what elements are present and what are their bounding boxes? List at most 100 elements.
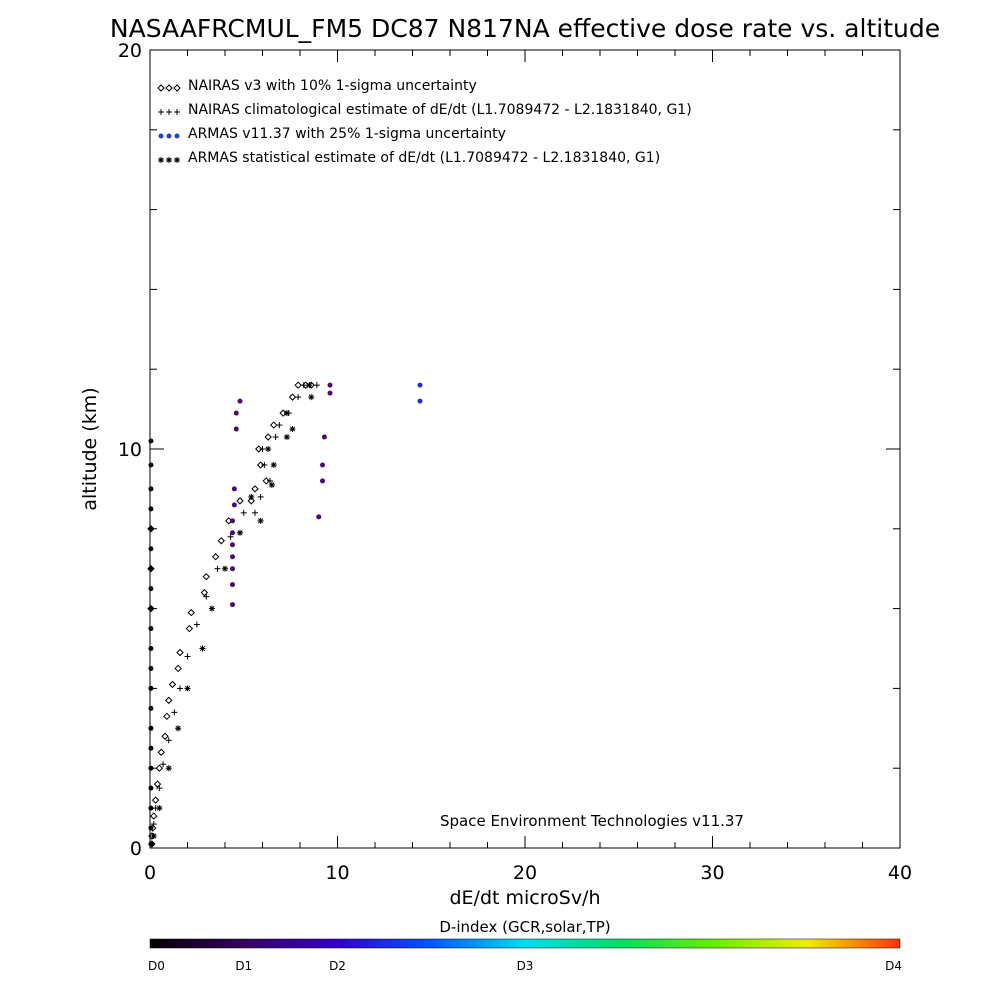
data-point [231, 486, 237, 492]
data-point [184, 685, 191, 692]
data-point [288, 393, 297, 401]
data-point [294, 381, 302, 389]
legend-label: NAIRAS v3 with 10% 1-sigma uncertainty [188, 78, 477, 94]
data-point [214, 565, 221, 572]
y-tick-label: 20 [118, 40, 142, 62]
legend-item: ARMAS statistical estimate of dE/dt (L1.… [158, 150, 660, 166]
legend-label: ARMAS v11.37 with 25% 1-sigma uncertaint… [188, 126, 506, 142]
data-point [148, 825, 154, 831]
data-point [230, 530, 235, 536]
x-tick-label: 40 [888, 862, 912, 884]
data-point [217, 537, 225, 545]
chart-marks [147, 381, 423, 848]
data-point [257, 517, 264, 524]
data-point [150, 833, 157, 840]
data-point [199, 645, 206, 652]
colorbar-label: D3 [517, 959, 534, 973]
series-2 [230, 382, 423, 608]
x-tick-label: 30 [700, 862, 724, 884]
x-tick-label: 0 [144, 862, 156, 884]
data-point [320, 478, 325, 484]
data-point [148, 586, 154, 592]
data-point [148, 506, 154, 512]
legend-item: ARMAS v11.37 with 25% 1-sigma uncertaint… [158, 126, 506, 142]
data-point [148, 785, 154, 791]
data-point [151, 796, 160, 804]
data-point [233, 426, 239, 432]
series-4 [148, 438, 154, 847]
data-point [165, 737, 172, 744]
legend-marker [174, 133, 180, 139]
data-point [256, 461, 265, 469]
data-point [208, 605, 215, 612]
data-point [257, 493, 264, 500]
data-point [262, 477, 270, 485]
data-point [255, 445, 263, 453]
data-point [327, 390, 333, 396]
legend-marker [158, 109, 164, 115]
legend-marker [173, 84, 181, 92]
data-point [279, 409, 287, 417]
data-point [148, 606, 154, 612]
legend-marker [166, 133, 172, 139]
legend: NAIRAS v3 with 10% 1-sigma uncertainty NA… [157, 78, 692, 166]
colorbar-label: D2 [329, 959, 346, 973]
data-point [153, 780, 162, 788]
data-point [268, 481, 275, 488]
data-point [320, 462, 325, 468]
data-point [236, 497, 244, 505]
data-point [417, 398, 423, 404]
legend-label: ARMAS statistical estimate of dE/dt (L1.… [188, 150, 660, 166]
y-tick-label: 10 [118, 439, 142, 461]
data-point [148, 526, 154, 532]
data-point [276, 422, 283, 429]
data-point [161, 732, 169, 740]
legend-marker [157, 84, 165, 92]
data-point [289, 426, 296, 433]
data-point [148, 705, 154, 711]
data-point [252, 509, 258, 516]
data-point [265, 446, 272, 452]
series-1 [148, 382, 320, 848]
data-point [177, 685, 183, 692]
data-point [313, 382, 320, 389]
data-point [270, 421, 278, 429]
data-point [283, 434, 290, 441]
colorbar [149, 938, 901, 949]
colorbar-label: D1 [235, 959, 252, 973]
data-point [187, 608, 195, 617]
data-point [148, 546, 154, 552]
data-point [230, 602, 235, 608]
data-point [203, 593, 210, 600]
data-point [200, 588, 209, 597]
data-point [283, 410, 290, 417]
y-axis-label: altitude (km) [79, 387, 101, 510]
data-point [148, 646, 154, 651]
data-point [148, 805, 154, 811]
data-point [270, 461, 277, 468]
data-point [211, 553, 220, 561]
data-point [160, 761, 167, 768]
legend-marker [165, 84, 173, 92]
data-point [165, 765, 172, 772]
y-tick-label: 0 [130, 838, 142, 860]
data-point [156, 805, 163, 812]
data-point [150, 812, 158, 820]
legend-marker [158, 133, 164, 139]
data-point [230, 542, 235, 548]
data-point [316, 514, 322, 520]
legend-item: NAIRAS v3 with 10% 1-sigma uncertainty [157, 78, 477, 94]
data-point [248, 493, 255, 500]
data-point [156, 785, 163, 792]
data-point [233, 410, 239, 416]
credit-text: Space Environment Technologies v11.37 [440, 812, 744, 830]
series-3 [150, 382, 315, 840]
data-point [185, 624, 194, 633]
chart-title: NASAAFRCMUL_FM5 DC87 N817NA effective do… [110, 14, 940, 43]
legend-item: NAIRAS climatological estimate of dE/dt … [158, 102, 692, 118]
data-point [417, 382, 423, 388]
data-point [295, 394, 302, 401]
data-point [174, 664, 182, 673]
data-point [168, 680, 177, 689]
